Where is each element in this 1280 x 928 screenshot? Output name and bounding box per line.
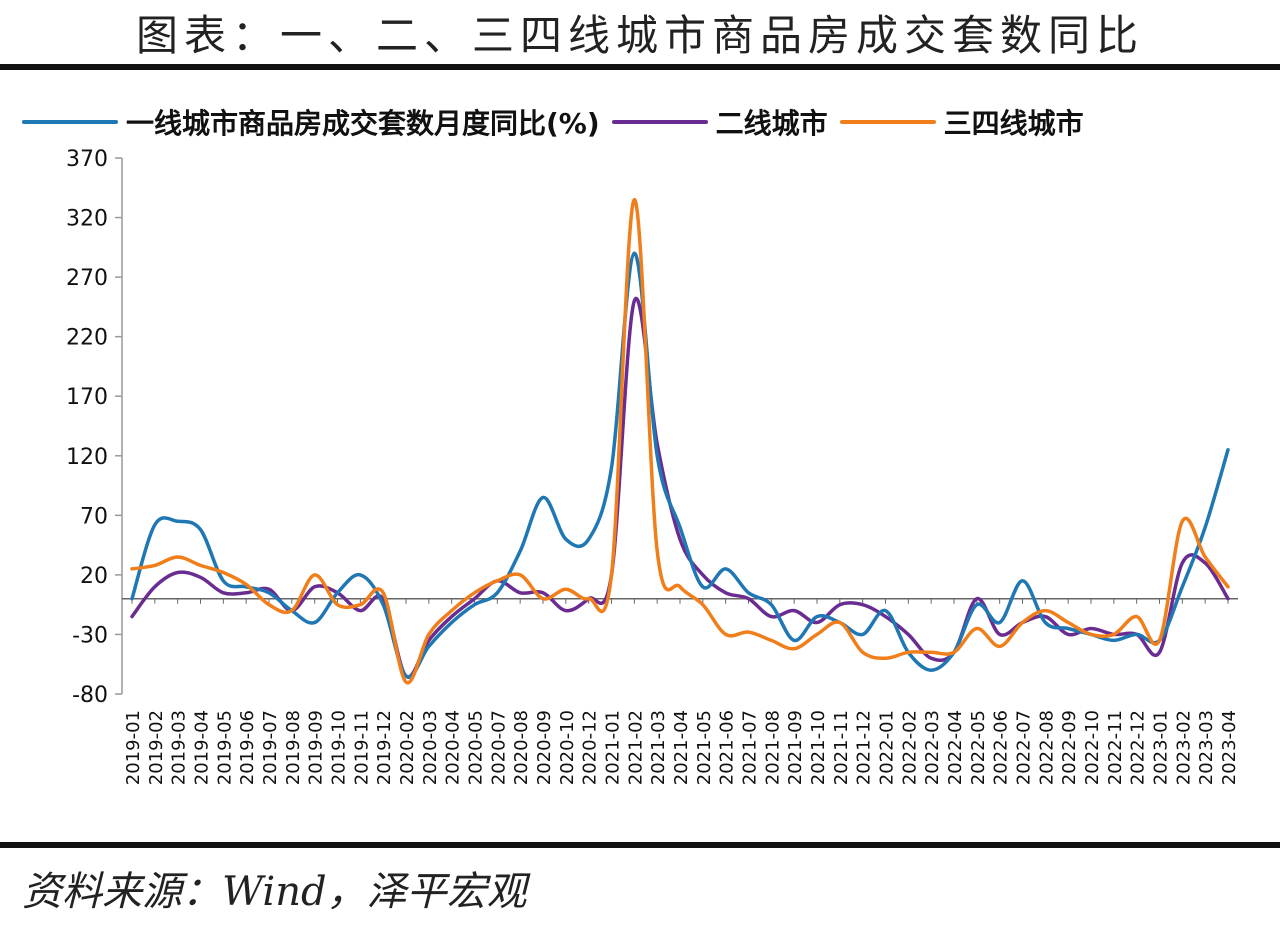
- x-tick-label: 2023-01: [1151, 710, 1172, 785]
- x-tick-label: 2019-02: [146, 710, 167, 785]
- x-tick-label: 2020-09: [534, 710, 555, 785]
- series-line-tier1: [130, 251, 1230, 679]
- x-tick-label: 2021-12: [854, 710, 875, 785]
- x-tick-label: 2022-01: [877, 710, 898, 785]
- source-note: 资料来源：Wind，泽平宏观: [22, 869, 527, 915]
- y-tick-label: 320: [66, 207, 108, 232]
- x-tick-label: 2022-10: [1082, 710, 1103, 785]
- y-tick-label: 270: [66, 266, 108, 291]
- x-tick-label: 2019-08: [283, 710, 304, 785]
- legend-swatch-tier34: [839, 120, 936, 124]
- x-tick-label: 2020-05: [466, 710, 487, 785]
- x-tick-label: 2019-09: [306, 710, 327, 785]
- x-tick-label: 2020-04: [443, 710, 464, 785]
- legend-swatch-tier1: [22, 120, 118, 124]
- x-tick-label: 2022-02: [899, 710, 920, 785]
- x-tick-label: 2022-05: [968, 710, 989, 785]
- x-tick-label: 2020-10: [557, 710, 578, 785]
- y-tick-label: 120: [66, 445, 108, 470]
- chart-legend: 一线城市商品房成交套数月度同比(%) 二线城市 三四线城市: [22, 100, 1096, 144]
- x-tick-label: 2021-02: [625, 710, 646, 785]
- x-tick-label: 2021-03: [648, 710, 669, 785]
- y-tick-label: 370: [66, 147, 108, 172]
- legend-label-tier2: 二线城市: [715, 107, 828, 140]
- legend-item-tier2: 二线城市: [611, 102, 828, 142]
- x-tick-label: 2020-12: [580, 710, 601, 785]
- x-tick-label: 2020-08: [511, 710, 532, 785]
- x-tick-label: 2021-07: [740, 710, 761, 785]
- x-tick-label: 2019-11: [351, 710, 372, 785]
- x-tick-label: 2020-03: [420, 710, 441, 785]
- x-tick-label: 2021-10: [808, 710, 829, 785]
- x-tick-label: 2022-06: [991, 710, 1012, 785]
- x-tick-label: 2023-03: [1196, 710, 1217, 785]
- legend-swatch-tier2: [611, 120, 708, 124]
- x-tick-label: 2019-03: [169, 710, 190, 785]
- x-tick-label: 2021-09: [785, 710, 806, 785]
- title-divider: [0, 64, 1280, 70]
- x-tick-label: 2019-05: [214, 710, 235, 785]
- x-tick-label: 2020-07: [488, 710, 509, 785]
- legend-label-tier34: 三四线城市: [943, 107, 1084, 140]
- x-tick-label: 2022-09: [1059, 710, 1080, 785]
- y-tick-label: 220: [66, 326, 108, 351]
- x-tick-label: 2021-01: [603, 710, 624, 785]
- x-tick-label: 2023-04: [1219, 710, 1240, 785]
- x-tick-label: 2019-01: [123, 710, 144, 785]
- x-tick-label: 2023-02: [1173, 710, 1194, 785]
- x-tick-label: 2022-03: [922, 710, 943, 785]
- x-tick-label: 2022-04: [945, 710, 966, 785]
- x-tick-label: 2021-06: [717, 710, 738, 785]
- y-tick-label: 170: [66, 385, 108, 410]
- x-tick-label: 2021-04: [671, 710, 692, 785]
- x-tick-label: 2022-11: [1105, 710, 1126, 785]
- y-tick-label: -80: [72, 683, 108, 708]
- x-tick-label: 2019-12: [374, 710, 395, 785]
- x-tick-label: 2021-11: [831, 710, 852, 785]
- x-tick-label: 2019-06: [237, 710, 258, 785]
- legend-label-tier1: 一线城市商品房成交套数月度同比(%): [126, 107, 600, 140]
- y-tick-label: 20: [80, 564, 108, 589]
- legend-item-tier34: 三四线城市: [839, 102, 1084, 142]
- x-tick-label: 2021-08: [762, 710, 783, 785]
- source-divider: [0, 842, 1280, 848]
- x-tick-label: 2021-05: [694, 710, 715, 785]
- series-line-tier34: [130, 197, 1230, 685]
- x-tick-label: 2022-12: [1128, 710, 1149, 785]
- x-tick-label: 2019-07: [260, 710, 281, 785]
- x-tick-label: 2019-04: [192, 710, 213, 785]
- x-tick-label: 2022-08: [1036, 710, 1057, 785]
- x-tick-label: 2022-07: [1014, 710, 1035, 785]
- y-tick-label: 70: [80, 504, 108, 529]
- x-tick-label: 2020-02: [397, 710, 418, 785]
- chart-title: 图表：一、二、三四线城市商品房成交套数同比: [135, 10, 1144, 60]
- x-tick-label: 2019-10: [329, 710, 350, 785]
- y-tick-label: -30: [72, 623, 108, 648]
- legend-item-tier1: 一线城市商品房成交套数月度同比(%): [22, 102, 600, 142]
